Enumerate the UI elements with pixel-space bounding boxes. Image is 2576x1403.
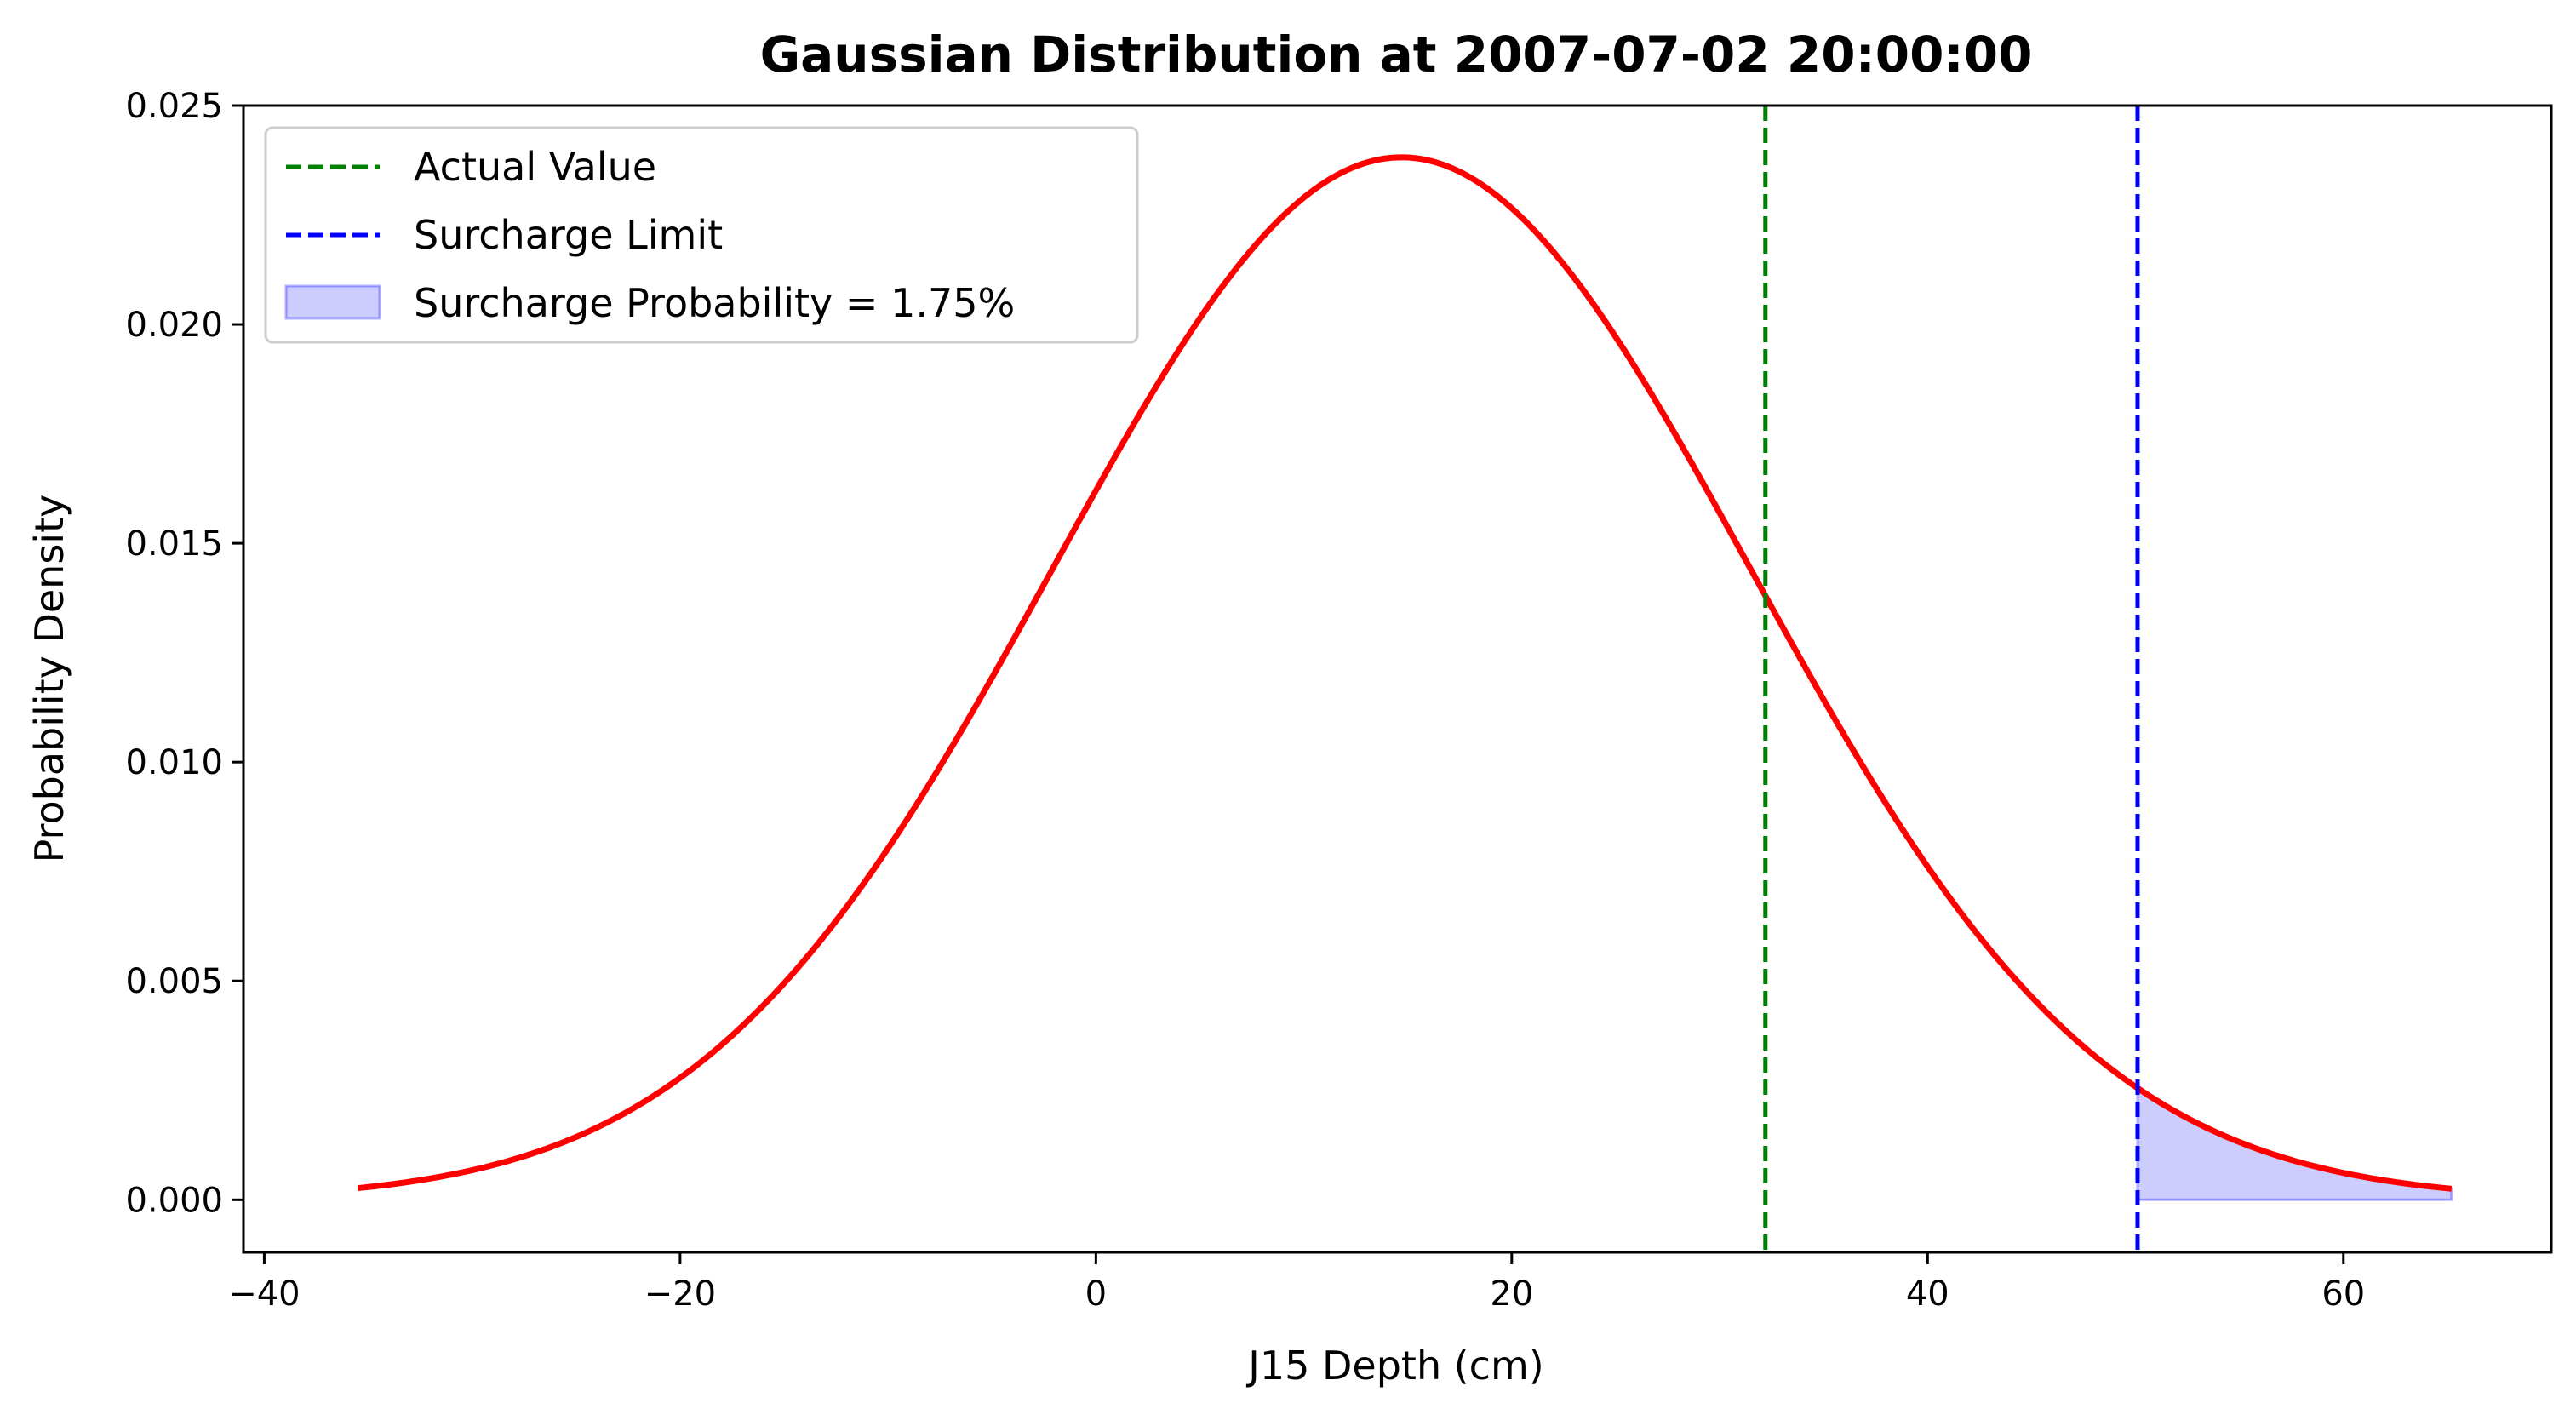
y-tick-label: 0.005 — [125, 962, 223, 1001]
legend-label-surcharge-probability: Surcharge Probability = 1.75% — [414, 280, 1015, 326]
plot-area — [357, 106, 2453, 1252]
x-tick-label: 40 — [1906, 1274, 1949, 1314]
y-tick-label: 0.020 — [125, 306, 223, 345]
y-tick-label: 0.000 — [125, 1181, 223, 1220]
x-tick-label: −40 — [228, 1274, 300, 1314]
x-tick-label: −20 — [644, 1274, 716, 1314]
x-axis-label: J15 Depth (cm) — [1245, 1343, 1543, 1389]
x-axis: −40 −20 0 20 40 60 — [228, 1252, 2365, 1314]
y-axis: 0.000 0.005 0.010 0.015 0.020 0.025 — [125, 87, 243, 1220]
chart-title: Gaussian Distribution at 2007-07-02 20:0… — [760, 26, 2033, 83]
legend-label-actual-value: Actual Value — [414, 144, 656, 190]
legend: Actual Value Surcharge Limit Surcharge P… — [264, 126, 1139, 344]
legend-swatch-surcharge-probability — [284, 284, 381, 320]
y-tick-label: 0.010 — [125, 743, 223, 782]
plot-frame — [242, 104, 2553, 1254]
legend-frame — [264, 126, 1139, 344]
legend-label-surcharge-limit: Surcharge Limit — [414, 212, 723, 258]
y-tick-label: 0.015 — [125, 524, 223, 564]
y-tick-label: 0.025 — [125, 87, 223, 126]
y-axis-label: Probability Density — [26, 495, 72, 863]
x-tick-label: 60 — [2321, 1274, 2365, 1314]
x-tick-label: 20 — [1490, 1274, 1533, 1314]
x-tick-label: 0 — [1085, 1274, 1107, 1314]
gaussian-curve — [357, 154, 2453, 1192]
